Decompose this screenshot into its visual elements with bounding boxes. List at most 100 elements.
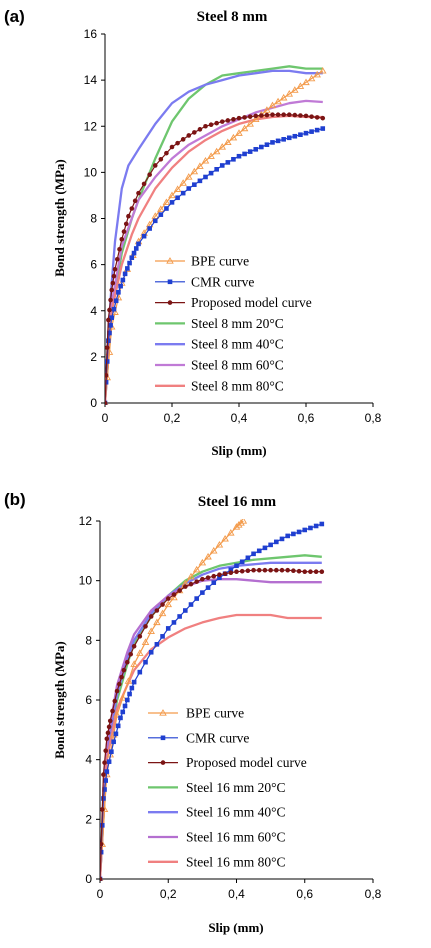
chart-b: (b) Steel 16 mm 0 2 4 6 8 10 12 0 0,2 0,4 0,6 0,8 BP… [4, 490, 382, 935]
data-point-b [194, 579, 199, 584]
data-point-b [308, 525, 313, 531]
data-point-a [129, 206, 135, 211]
data-point-b [192, 565, 201, 573]
x-axis-title-a: Slip (mm) [211, 443, 266, 458]
data-point-b [104, 736, 110, 742]
legend-label-b: Steel 16 mm 80°C [186, 854, 286, 869]
data-point-b [136, 649, 144, 656]
data-point-b [148, 649, 154, 655]
y-tick-label-b: 10 [79, 574, 93, 588]
y-tick-label-b: 2 [85, 812, 92, 826]
data-point-a [186, 186, 192, 191]
data-point-a [158, 157, 164, 162]
data-point-b [164, 600, 173, 608]
data-point-a [264, 142, 270, 147]
x-tick-label-b: 0,4 [228, 887, 245, 901]
data-point-a [281, 112, 286, 118]
data-point-a [203, 123, 208, 129]
data-point-b [308, 569, 313, 575]
legend-label-b: CMR curve [186, 730, 249, 745]
x-tick-label-a: 0,2 [164, 411, 181, 425]
data-point-b [239, 568, 245, 574]
data-point-b [100, 849, 104, 855]
data-point-b [102, 760, 107, 765]
data-point-a [125, 266, 130, 271]
data-point-b [100, 841, 104, 847]
series-line-b [100, 554, 322, 880]
x-axis-title-b: Slip (mm) [208, 920, 263, 935]
data-point-b [313, 523, 319, 529]
data-point-b [239, 559, 245, 565]
y-tick-label-a: 12 [84, 119, 98, 133]
data-point-a [270, 140, 275, 145]
data-point-a [286, 112, 292, 118]
data-point-b [205, 585, 211, 590]
data-point-a [225, 118, 231, 123]
data-point-b [110, 708, 115, 714]
data-point-b [111, 739, 116, 745]
data-point-a [196, 162, 204, 169]
legend-label-a: Steel 8 mm 40°C [191, 337, 284, 352]
data-point-a [179, 179, 187, 186]
series-line-b [100, 569, 322, 880]
data-point-a [151, 212, 160, 219]
data-point-a [111, 273, 117, 279]
data-point-a [207, 152, 215, 159]
y-tick-label-a: 2 [90, 350, 97, 364]
data-point-b [209, 546, 218, 554]
plot-area-b: 0 2 4 6 8 10 12 0 0,2 0,4 0,6 0,8 BPE curve CMR curve… [79, 514, 382, 901]
data-point-b [143, 624, 148, 629]
x-tick-label-a: 0,8 [365, 411, 382, 425]
data-point-b [194, 596, 199, 601]
legend-label-a: Steel 8 mm 60°C [191, 358, 284, 373]
data-point-a [268, 101, 277, 109]
data-point-a [212, 147, 221, 155]
data-point-a [208, 122, 214, 128]
data-point-a [107, 330, 112, 336]
data-point-a [231, 157, 236, 162]
data-point-b [117, 681, 122, 687]
data-point-b [268, 567, 273, 573]
data-point-b [125, 659, 130, 665]
data-point-b [115, 723, 121, 729]
data-point-a [285, 90, 294, 97]
data-point-b [302, 527, 308, 533]
data-point-a [275, 138, 281, 144]
series-line-b [100, 613, 322, 880]
data-point-a [259, 113, 264, 118]
legend-b: BPE curve CMR curve Proposed model curve St… [148, 706, 307, 869]
data-point-a [307, 74, 316, 82]
x-tick-label-b: 0,8 [365, 887, 382, 901]
data-point-b [215, 540, 224, 548]
data-point-b [165, 596, 171, 601]
data-point-a [106, 317, 111, 323]
data-point-b [211, 580, 217, 585]
data-point-a [197, 178, 203, 184]
data-point-a [123, 221, 129, 227]
data-point-b [237, 519, 245, 526]
data-point-a [275, 112, 281, 118]
series-group-a [105, 65, 327, 405]
data-point-b [222, 571, 228, 577]
data-point-a [117, 246, 122, 252]
data-point-b [221, 534, 229, 542]
data-point-a [105, 359, 110, 364]
data-point-a [180, 190, 186, 196]
data-point-a [158, 212, 164, 217]
data-point-a [292, 133, 298, 139]
chart-title-a: Steel 8 mm [197, 9, 268, 25]
data-point-a [240, 124, 249, 132]
data-point-a [168, 191, 176, 199]
legend-label-b: Steel 16 mm 60°C [186, 830, 286, 845]
data-point-b [143, 659, 148, 665]
y-tick-label-b: 12 [79, 514, 93, 528]
data-point-a [219, 163, 225, 168]
data-point-a [184, 173, 193, 180]
data-point-a [162, 198, 171, 206]
legend-marker-b [160, 735, 166, 741]
series-line-a [105, 99, 323, 404]
data-point-a [286, 135, 292, 141]
data-point-b [137, 669, 143, 675]
data-point-b [319, 521, 325, 527]
data-point-b [279, 567, 285, 573]
